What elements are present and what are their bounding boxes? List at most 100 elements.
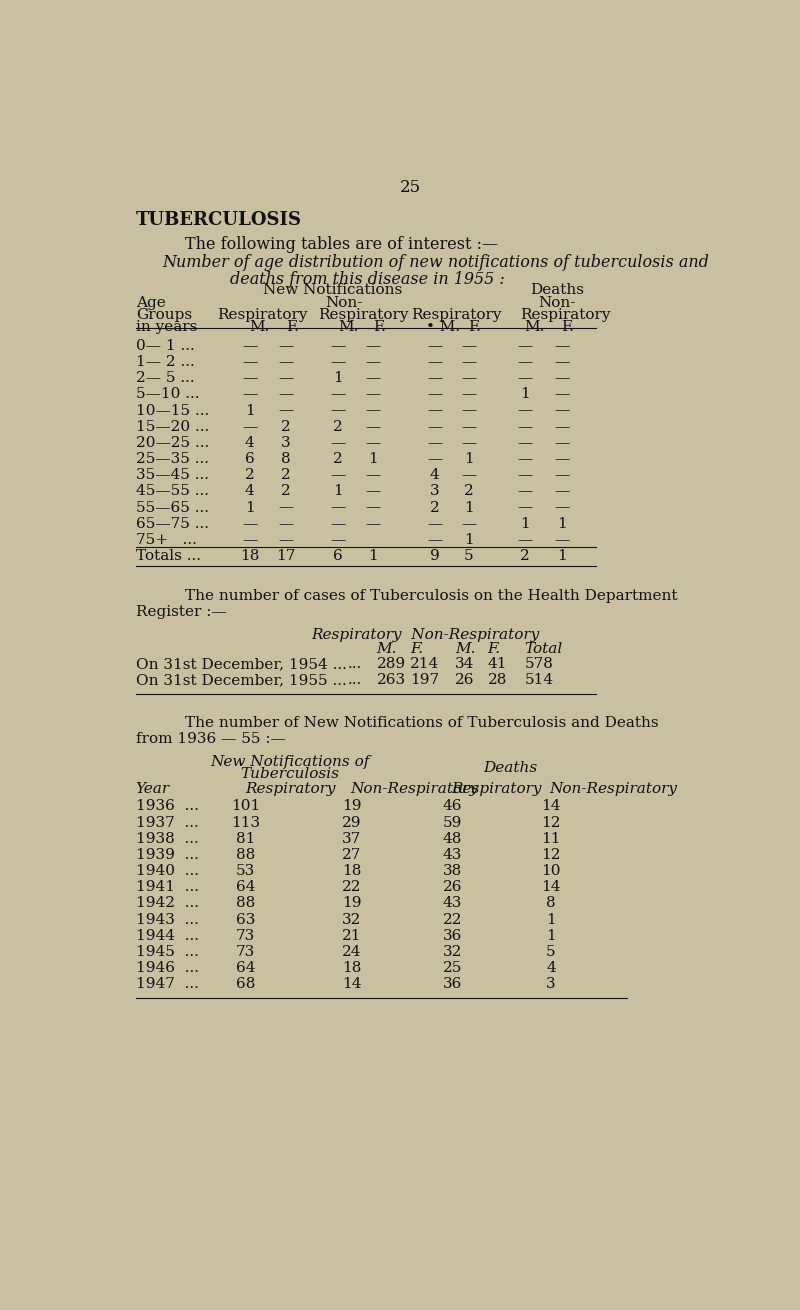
Text: • M.: • M.: [426, 321, 461, 334]
Text: 1941  ...: 1941 ...: [136, 880, 198, 895]
Text: 1944  ...: 1944 ...: [136, 929, 198, 943]
Text: —: —: [554, 388, 570, 401]
Text: —: —: [330, 339, 346, 352]
Text: Deaths: Deaths: [484, 761, 538, 776]
Text: M.: M.: [338, 321, 358, 334]
Text: 48: 48: [443, 832, 462, 846]
Text: —: —: [554, 355, 570, 369]
Text: 24: 24: [342, 945, 362, 959]
Text: 9: 9: [430, 549, 440, 563]
Text: —: —: [242, 339, 258, 352]
Text: 27: 27: [342, 848, 362, 862]
Text: 1: 1: [368, 549, 378, 563]
Text: deaths from this disease in 1955 :: deaths from this disease in 1955 :: [230, 271, 505, 288]
Text: 15—20 ...: 15—20 ...: [136, 419, 209, 434]
Text: Total: Total: [525, 642, 563, 655]
Text: 289: 289: [377, 656, 406, 671]
Text: F.: F.: [373, 321, 386, 334]
Text: 1: 1: [557, 516, 566, 531]
Text: 81: 81: [236, 832, 255, 846]
Text: 73: 73: [236, 945, 255, 959]
Text: 4: 4: [430, 468, 440, 482]
Text: 75+   ...: 75+ ...: [136, 533, 197, 548]
Text: 2: 2: [333, 419, 343, 434]
Text: —: —: [517, 533, 532, 548]
Text: —: —: [427, 516, 442, 531]
Text: 1: 1: [333, 371, 343, 385]
Text: —: —: [517, 468, 532, 482]
Text: 1: 1: [368, 452, 378, 466]
Text: 34: 34: [455, 656, 474, 671]
Text: 21: 21: [342, 929, 362, 943]
Text: 55—65 ...: 55—65 ...: [136, 500, 209, 515]
Text: —: —: [242, 355, 258, 369]
Text: 1: 1: [557, 549, 566, 563]
Text: 3: 3: [430, 485, 440, 498]
Text: —: —: [242, 516, 258, 531]
Text: Respiratory: Respiratory: [411, 308, 502, 322]
Text: 36: 36: [443, 929, 462, 943]
Text: —: —: [365, 371, 381, 385]
Text: Age: Age: [136, 296, 166, 309]
Text: 43: 43: [443, 848, 462, 862]
Text: —: —: [278, 355, 294, 369]
Text: —: —: [427, 419, 442, 434]
Text: —: —: [517, 485, 532, 498]
Text: —: —: [427, 355, 442, 369]
Text: —: —: [330, 355, 346, 369]
Text: —: —: [278, 533, 294, 548]
Text: 10: 10: [542, 865, 561, 878]
Text: —: —: [462, 403, 477, 418]
Text: —: —: [278, 403, 294, 418]
Text: 1: 1: [464, 452, 474, 466]
Text: —: —: [330, 436, 346, 449]
Text: 59: 59: [443, 816, 462, 829]
Text: —: —: [330, 516, 346, 531]
Text: —: —: [365, 388, 381, 401]
Text: —: —: [365, 339, 381, 352]
Text: Totals ...: Totals ...: [136, 549, 201, 563]
Text: Groups: Groups: [136, 308, 192, 322]
Text: —: —: [427, 452, 442, 466]
Text: 1: 1: [546, 913, 556, 926]
Text: M.: M.: [250, 321, 270, 334]
Text: 28: 28: [487, 673, 507, 688]
Text: —: —: [330, 533, 346, 548]
Text: 11: 11: [542, 832, 561, 846]
Text: 88: 88: [236, 848, 255, 862]
Text: —: —: [242, 371, 258, 385]
Text: 1: 1: [333, 485, 343, 498]
Text: 1937  ...: 1937 ...: [136, 816, 198, 829]
Text: —: —: [365, 468, 381, 482]
Text: Deaths: Deaths: [530, 283, 584, 297]
Text: —: —: [462, 468, 477, 482]
Text: 5—10 ...: 5—10 ...: [136, 388, 199, 401]
Text: 2: 2: [245, 468, 254, 482]
Text: 1: 1: [546, 929, 556, 943]
Text: 0— 1 ...: 0— 1 ...: [136, 339, 194, 352]
Text: 19: 19: [342, 896, 362, 910]
Text: 2: 2: [281, 485, 291, 498]
Text: The number of cases of Tuberculosis on the Health Department: The number of cases of Tuberculosis on t…: [186, 590, 678, 603]
Text: 32: 32: [443, 945, 462, 959]
Text: 5: 5: [546, 945, 556, 959]
Text: New Notifications: New Notifications: [263, 283, 402, 297]
Text: 64: 64: [236, 962, 255, 975]
Text: 14: 14: [342, 977, 362, 992]
Text: —: —: [278, 371, 294, 385]
Text: in years: in years: [136, 321, 197, 334]
Text: —: —: [554, 485, 570, 498]
Text: 1946  ...: 1946 ...: [136, 962, 198, 975]
Text: —: —: [554, 419, 570, 434]
Text: F.: F.: [487, 642, 501, 655]
Text: —: —: [365, 419, 381, 434]
Text: Non-: Non-: [538, 296, 576, 309]
Text: —: —: [242, 419, 258, 434]
Text: 19: 19: [342, 799, 362, 814]
Text: 4: 4: [546, 962, 556, 975]
Text: 6: 6: [245, 452, 254, 466]
Text: 2: 2: [430, 500, 440, 515]
Text: 18: 18: [240, 549, 259, 563]
Text: 25—35 ...: 25—35 ...: [136, 452, 209, 466]
Text: —: —: [427, 403, 442, 418]
